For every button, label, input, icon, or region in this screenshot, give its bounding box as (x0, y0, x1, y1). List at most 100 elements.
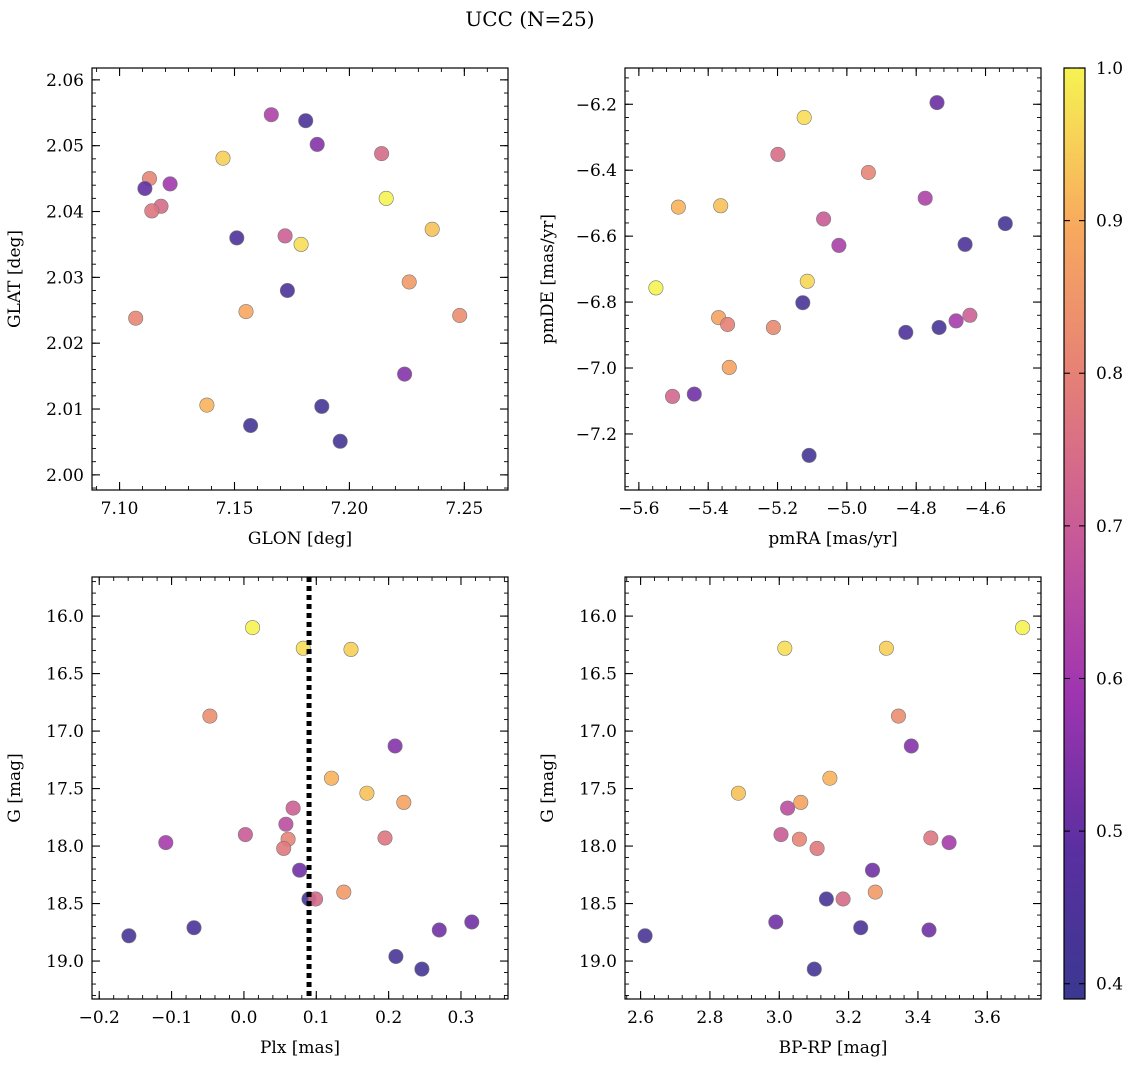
x-tick-label: −5.6 (618, 499, 659, 519)
x-tick-label: −5.2 (757, 499, 798, 519)
x-tick-label: 7.10 (101, 499, 139, 519)
y-axis-label: GLAT [deg] (5, 230, 25, 328)
y-tick-label: 18.5 (46, 895, 84, 915)
data-point (941, 835, 957, 851)
x-tick-label: 3.0 (766, 1008, 793, 1028)
colorbar-tick-label: 0.5 (1096, 822, 1123, 842)
y-tick-label: 17.5 (579, 780, 617, 800)
colorbar-tick-label: 0.7 (1096, 517, 1123, 537)
data-point (431, 922, 447, 938)
data-point (923, 830, 939, 846)
data-point (359, 785, 375, 801)
data-point (720, 316, 736, 332)
data-point (308, 891, 324, 907)
y-tick-label: 19.0 (46, 952, 84, 972)
y-axis-label: G [mag] (538, 753, 558, 822)
data-point (799, 273, 815, 289)
data-point (276, 840, 292, 856)
x-axis-label: pmRA [mas/yr] (768, 529, 897, 549)
scatter-panel-1: 7.10 7.15 7.20 7.25 2.00 2.01 2.02 2.03 2.04 2.05… (5, 67, 509, 549)
y-tick-label: −6.4 (576, 161, 617, 181)
data-point (279, 282, 295, 298)
data-point (791, 831, 807, 847)
y-axis-label: G [mag] (5, 753, 25, 822)
data-point (229, 230, 245, 246)
scatter-panel-2: −5.6 −5.4 −5.2 −5.0 −4.8 −4.6 −7.2 −7.0 −6.8 −6.6… (538, 67, 1042, 549)
data-point (878, 640, 894, 656)
data-point (957, 236, 973, 252)
data-point (768, 914, 784, 930)
data-point (238, 304, 254, 320)
data-point (332, 433, 348, 449)
data-point (921, 922, 937, 938)
x-tick-label: 0.2 (375, 1008, 402, 1028)
x-axis-label: GLON [deg] (248, 529, 352, 549)
data-point (323, 770, 339, 786)
x-tick-label: 3.4 (904, 1008, 931, 1028)
data-point (298, 113, 314, 129)
data-point (770, 146, 786, 162)
data-point (801, 447, 817, 463)
data-point (243, 417, 259, 433)
figure-title: UCC (N=25) (465, 7, 594, 31)
data-point (664, 388, 680, 404)
y-tick-label: 16.0 (579, 607, 617, 627)
colorbar-tick-label: 0.6 (1096, 669, 1123, 689)
data-point (890, 708, 906, 724)
data-point (835, 891, 851, 907)
y-tick-label: 2.04 (46, 203, 84, 223)
data-point (903, 738, 919, 754)
x-tick-label: 0.1 (303, 1008, 330, 1028)
data-point (314, 398, 330, 414)
scatter-panel-3: −0.2 −0.1 0.0 0.1 0.2 0.3 16.0 16.5 17.0 17.5 18.0… (5, 576, 509, 1058)
data-point (796, 110, 812, 126)
data-point (822, 770, 838, 786)
x-tick-label: −5.4 (688, 499, 729, 519)
colorbar-tick-label: 0.8 (1096, 364, 1123, 384)
ticks: 7.10 7.15 7.20 7.25 2.00 2.01 2.02 2.03 2.04 2.05… (46, 68, 508, 519)
data-point (285, 800, 301, 816)
data-point (278, 816, 294, 832)
data-point (397, 366, 413, 382)
colorbar-tick-label: 0.4 (1096, 975, 1123, 995)
data-point (686, 386, 702, 402)
x-tick-label: 2.6 (627, 1008, 654, 1028)
data-point (388, 948, 404, 964)
y-tick-label: 16.0 (46, 607, 84, 627)
x-tick-label: −5.0 (826, 499, 867, 519)
x-tick-label: 3.6 (974, 1008, 1001, 1028)
x-tick-label: 7.25 (445, 499, 483, 519)
points (128, 107, 468, 449)
y-axis-label: pmDE [mas/yr] (538, 214, 558, 344)
plot-frame (91, 67, 509, 491)
data-point (377, 830, 393, 846)
x-axis-label: BP-RP [mag] (779, 1038, 888, 1058)
y-tick-label: −7.0 (576, 359, 617, 379)
y-tick-label: 18.5 (579, 895, 617, 915)
y-tick-label: 17.0 (46, 722, 84, 742)
data-point (818, 891, 834, 907)
x-tick-label: 3.2 (835, 1008, 862, 1028)
data-point (162, 176, 178, 192)
ticks: −5.6 −5.4 −5.2 −5.0 −4.8 −4.6 −7.2 −7.0 −6.8 −6.6… (576, 68, 1041, 519)
data-point (793, 794, 809, 810)
y-tick-label: 2.03 (46, 268, 84, 288)
plot-frame (91, 576, 509, 1000)
data-point (721, 359, 737, 375)
data-point (948, 313, 964, 329)
data-point (277, 228, 293, 244)
data-point (199, 397, 215, 413)
y-tick-label: −6.8 (576, 293, 617, 313)
data-point (795, 295, 811, 311)
x-tick-label: 0.3 (447, 1008, 474, 1028)
plot-frame (624, 576, 1042, 1000)
ticks: 2.6 2.8 3.0 3.2 3.4 3.6 16.0 16.5 17.0 17.5 18.0 18… (579, 577, 1041, 1028)
x-tick-label: −0.2 (79, 1008, 120, 1028)
data-point (374, 146, 390, 162)
data-point (452, 307, 468, 323)
x-tick-label: 0.0 (230, 1008, 257, 1028)
ticks: −0.2 −0.1 0.0 0.1 0.2 0.3 16.0 16.5 17.0 17.5 18.0… (46, 577, 508, 1028)
x-tick-label: 7.15 (216, 499, 254, 519)
data-point (853, 920, 869, 936)
